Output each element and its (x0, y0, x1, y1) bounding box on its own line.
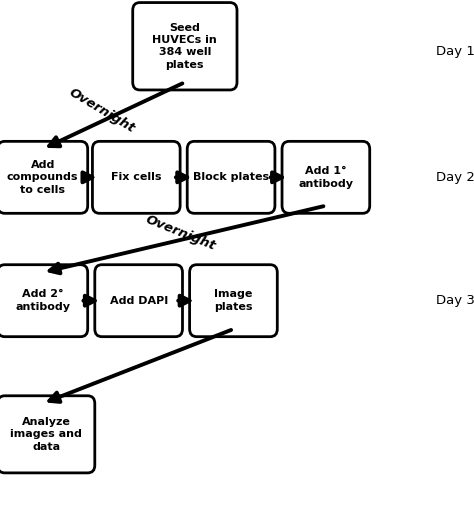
FancyBboxPatch shape (0, 141, 88, 213)
Text: Day 3: Day 3 (436, 294, 474, 307)
Text: Add
compounds
to cells: Add compounds to cells (7, 160, 78, 195)
Text: Image
plates: Image plates (214, 289, 253, 312)
Text: Seed
HUVECs in
384 well
plates: Seed HUVECs in 384 well plates (153, 23, 217, 70)
FancyBboxPatch shape (133, 3, 237, 90)
Text: Block plates: Block plates (193, 172, 269, 182)
Text: Add 2°
antibody: Add 2° antibody (15, 289, 70, 312)
FancyBboxPatch shape (282, 141, 370, 213)
FancyBboxPatch shape (190, 265, 277, 337)
Text: Add 1°
antibody: Add 1° antibody (298, 166, 354, 189)
FancyBboxPatch shape (95, 265, 182, 337)
FancyBboxPatch shape (0, 265, 88, 337)
Text: Fix cells: Fix cells (111, 172, 162, 182)
Text: Day 2: Day 2 (436, 171, 474, 184)
Text: Analyze
images and
data: Analyze images and data (10, 417, 82, 452)
Text: Day 1: Day 1 (436, 45, 474, 58)
FancyBboxPatch shape (92, 141, 180, 213)
FancyBboxPatch shape (0, 396, 95, 473)
FancyBboxPatch shape (187, 141, 275, 213)
Text: Add DAPI: Add DAPI (109, 296, 168, 306)
Text: Overnight: Overnight (67, 86, 137, 135)
Text: Overnight: Overnight (143, 213, 217, 253)
